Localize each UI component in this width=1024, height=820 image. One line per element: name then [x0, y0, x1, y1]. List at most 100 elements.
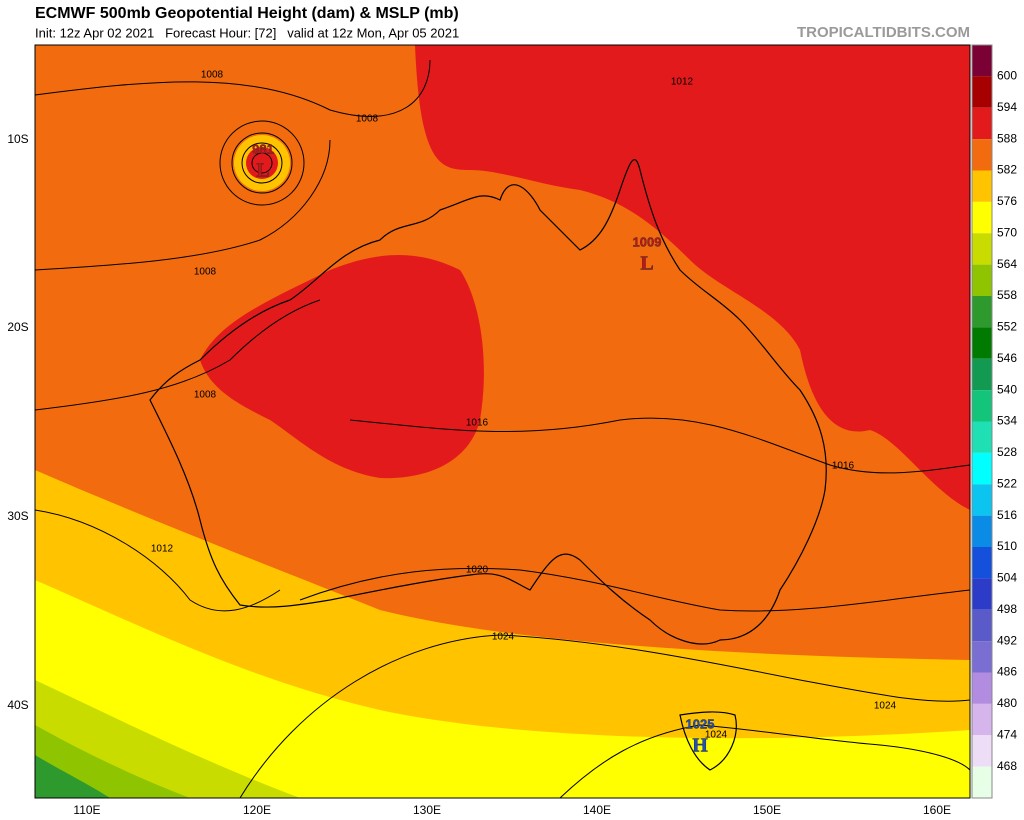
colorbar-label: 540 [997, 382, 1017, 396]
pressure-value: 981 [252, 141, 274, 156]
lat-label: 40S [7, 698, 28, 712]
colorbar-label: 498 [997, 602, 1017, 616]
colorbar-label: 582 [997, 163, 1017, 177]
colorbar-label: 474 [997, 727, 1017, 741]
colorbar-label: 552 [997, 320, 1017, 334]
colorbar-label: 504 [997, 571, 1017, 585]
isobar-label: 1012 [151, 544, 174, 555]
colorbar-swatch [972, 484, 992, 516]
watermark: TROPICALTIDBITS.COM [797, 24, 970, 41]
colorbar-swatch [972, 547, 992, 579]
colorbar-label: 510 [997, 539, 1017, 553]
colorbar-label: 534 [997, 414, 1017, 428]
colorbar-swatch [972, 452, 992, 485]
colorbar-label: 564 [997, 257, 1017, 271]
isobar-label: 1008 [201, 70, 224, 81]
isobar-label: 1024 [492, 632, 515, 643]
pressure-symbol: L [640, 253, 653, 275]
lon-label: 120E [243, 803, 271, 817]
colorbar-swatch [972, 766, 992, 798]
isobar [219, 120, 305, 206]
isobar-label: 1016 [466, 418, 489, 429]
colorbar-label: 558 [997, 288, 1017, 302]
isobar [559, 724, 970, 798]
colorbar-label: 480 [997, 696, 1017, 710]
colorbar-swatch [972, 390, 992, 422]
colorbar-swatch [972, 45, 992, 77]
coastline [679, 711, 737, 771]
colorbar-swatch [972, 107, 992, 140]
lat-label: 10S [7, 132, 28, 146]
colorbar-swatch [972, 201, 992, 234]
colorbar-swatch [972, 76, 992, 108]
colorbar-swatch [972, 735, 992, 767]
field-552 [35, 755, 110, 798]
field-588 [415, 45, 970, 510]
subtitle: Init: 12z Apr 02 2021 Forecast Hour: [72… [35, 25, 459, 40]
isobar [35, 59, 431, 117]
isobar [35, 509, 281, 612]
isobar [241, 142, 283, 184]
pressure-symbol: L [256, 160, 269, 182]
lon-label: 160E [923, 803, 951, 817]
isobar [35, 299, 321, 411]
colorbar-swatch [972, 703, 992, 736]
colorbar-swatch [972, 233, 992, 265]
pressure-symbol: H [692, 735, 708, 757]
colorbar-label: 486 [997, 665, 1017, 679]
isobar-label: 1024 [705, 730, 728, 741]
isobar [239, 634, 970, 798]
map [35, 45, 970, 798]
lon-label: 140E [583, 803, 611, 817]
field-570 [35, 580, 970, 798]
lon-label: 150E [753, 803, 781, 817]
isobar-label: 1008 [194, 390, 217, 401]
colorbar-frame [971, 44, 993, 799]
colorbar-label: 528 [997, 445, 1017, 459]
isobar-label: 1020 [466, 565, 489, 576]
colorbar-swatch [972, 641, 992, 673]
lat-label: 20S [7, 320, 28, 334]
field-588 [200, 255, 484, 479]
coastline [149, 159, 827, 645]
colorbar-swatch [972, 296, 992, 328]
isobar [299, 567, 970, 612]
colorbar-swatch [972, 264, 992, 296]
lon-label: 130E [413, 803, 441, 817]
lat-label: 30S [7, 509, 28, 523]
isobar [35, 139, 331, 271]
colorbar-label: 600 [997, 69, 1017, 83]
colorbar-swatch [972, 170, 992, 202]
colorbar-swatch [972, 327, 992, 359]
colorbar-label: 570 [997, 225, 1017, 239]
colorbar-swatch [972, 672, 992, 704]
isobar [251, 152, 273, 174]
isobar-label: 1008 [356, 114, 379, 125]
isobar-label: 1012 [671, 77, 694, 88]
isobar-label: 1024 [874, 701, 897, 712]
map-frame [34, 44, 971, 799]
colorbar-label: 516 [997, 508, 1017, 522]
isobar-label: 1008 [194, 267, 217, 278]
colorbar-swatch [972, 139, 992, 171]
colorbar-swatch [972, 358, 992, 391]
colorbar-label: 522 [997, 476, 1017, 490]
colorbar-swatch [972, 421, 992, 453]
pressure-value: 1009 [633, 234, 662, 249]
colorbar-label: 468 [997, 759, 1017, 773]
colorbar-label: 492 [997, 633, 1017, 647]
colorbar-label: 576 [997, 194, 1017, 208]
pressure-value: 1025 [686, 716, 715, 731]
isobar [231, 132, 293, 194]
colorbar-swatch [972, 515, 992, 547]
isobar-label: 1016 [832, 461, 855, 472]
colorbar-label: 588 [997, 131, 1017, 145]
colorbar-label: 594 [997, 100, 1017, 114]
isobar [349, 417, 970, 474]
colorbar-swatch [972, 578, 992, 610]
field-588 [246, 147, 278, 179]
colorbar-swatch [972, 609, 992, 642]
lon-label: 110E [73, 803, 100, 817]
colorbar-label: 546 [997, 351, 1017, 365]
